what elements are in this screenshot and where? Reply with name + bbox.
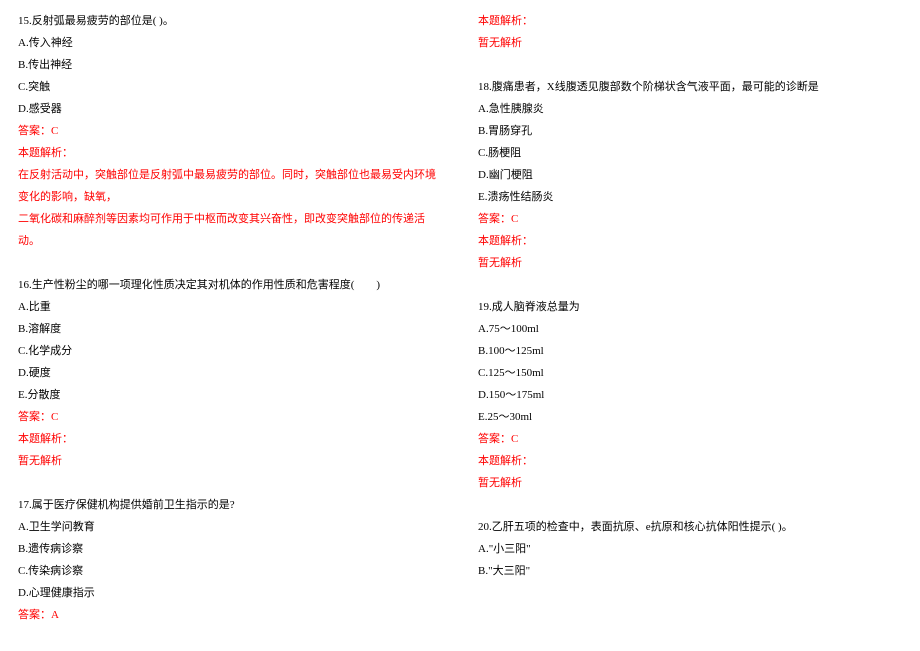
spacer [18, 252, 442, 274]
q19-opt-a: A.75～100ml [478, 318, 902, 340]
q19-exp-text: 暂无解析 [478, 472, 902, 494]
q18-opt-c: C.肠梗阻 [478, 142, 902, 164]
spacer [478, 54, 902, 76]
spacer [478, 494, 902, 516]
q16-opt-c: C.化学成分 [18, 340, 442, 362]
q18-stem: 18.腹痛患者，X线腹透见腹部数个阶梯状含气液平面，最可能的诊断是 [478, 76, 902, 98]
q19-opt-d: D.150～175ml [478, 384, 902, 406]
q15-exp-line1: 在反射活动中，突触部位是反射弧中最易疲劳的部位。同时，突触部位也最易受内环境变化… [18, 164, 442, 208]
q19-answer: 答案：C [478, 428, 902, 450]
q15-opt-c: C.突触 [18, 76, 442, 98]
q20-opt-b: B."大三阳" [478, 560, 902, 582]
q16-answer: 答案：C [18, 406, 442, 428]
q17-exp-heading: 本题解析： [478, 10, 902, 32]
q19-opt-e: E.25～30ml [478, 406, 902, 428]
q18-opt-e: E.溃疡性结肠炎 [478, 186, 902, 208]
q16-exp-heading: 本题解析： [18, 428, 442, 450]
q17-opt-d: D.心理健康指示 [18, 582, 442, 604]
q17-answer: 答案：A [18, 604, 442, 626]
q18-opt-b: B.胃肠穿孔 [478, 120, 902, 142]
q17-opt-a: A.卫生学问教育 [18, 516, 442, 538]
q16-opt-e: E.分散度 [18, 384, 442, 406]
q20-opt-a: A."小三阳" [478, 538, 902, 560]
q19-stem: 19.成人脑脊液总量为 [478, 296, 902, 318]
q19-exp-heading: 本题解析： [478, 450, 902, 472]
left-column: 15.反射弧最易疲劳的部位是( )。 A.传入神经 B.传出神经 C.突触 D.… [0, 0, 460, 651]
q16-exp-text: 暂无解析 [18, 450, 442, 472]
q18-exp-heading: 本题解析： [478, 230, 902, 252]
spacer [478, 274, 902, 296]
q17-opt-c: C.传染病诊察 [18, 560, 442, 582]
q18-exp-text: 暂无解析 [478, 252, 902, 274]
q20-stem: 20.乙肝五项的检查中，表面抗原、e抗原和核心抗体阳性提示( )。 [478, 516, 902, 538]
q17-stem: 17.属于医疗保健机构提供婚前卫生指示的是? [18, 494, 442, 516]
exam-page: 15.反射弧最易疲劳的部位是( )。 A.传入神经 B.传出神经 C.突触 D.… [0, 0, 920, 651]
spacer [18, 472, 442, 494]
q19-opt-b: B.100～125ml [478, 340, 902, 362]
right-column: 本题解析： 暂无解析 18.腹痛患者，X线腹透见腹部数个阶梯状含气液平面，最可能… [460, 0, 920, 651]
q15-opt-a: A.传入神经 [18, 32, 442, 54]
q16-opt-a: A.比重 [18, 296, 442, 318]
q19-opt-c: C.125～150ml [478, 362, 902, 384]
q15-exp-heading: 本题解析： [18, 142, 442, 164]
q15-opt-b: B.传出神经 [18, 54, 442, 76]
q18-opt-d: D.幽门梗阻 [478, 164, 902, 186]
q15-opt-d: D.感受器 [18, 98, 442, 120]
q18-opt-a: A.急性胰腺炎 [478, 98, 902, 120]
q16-opt-b: B.溶解度 [18, 318, 442, 340]
q15-answer: 答案：C [18, 120, 442, 142]
q17-exp-text: 暂无解析 [478, 32, 902, 54]
q15-exp-line2: 二氧化碳和麻醉剂等因素均可作用于中枢而改变其兴奋性，即改变突触部位的传递活动。 [18, 208, 442, 252]
q15-stem: 15.反射弧最易疲劳的部位是( )。 [18, 10, 442, 32]
q18-answer: 答案：C [478, 208, 902, 230]
q17-opt-b: B.遗传病诊察 [18, 538, 442, 560]
q16-stem: 16.生产性粉尘的哪一项理化性质决定其对机体的作用性质和危害程度( ) [18, 274, 442, 296]
q16-opt-d: D.硬度 [18, 362, 442, 384]
